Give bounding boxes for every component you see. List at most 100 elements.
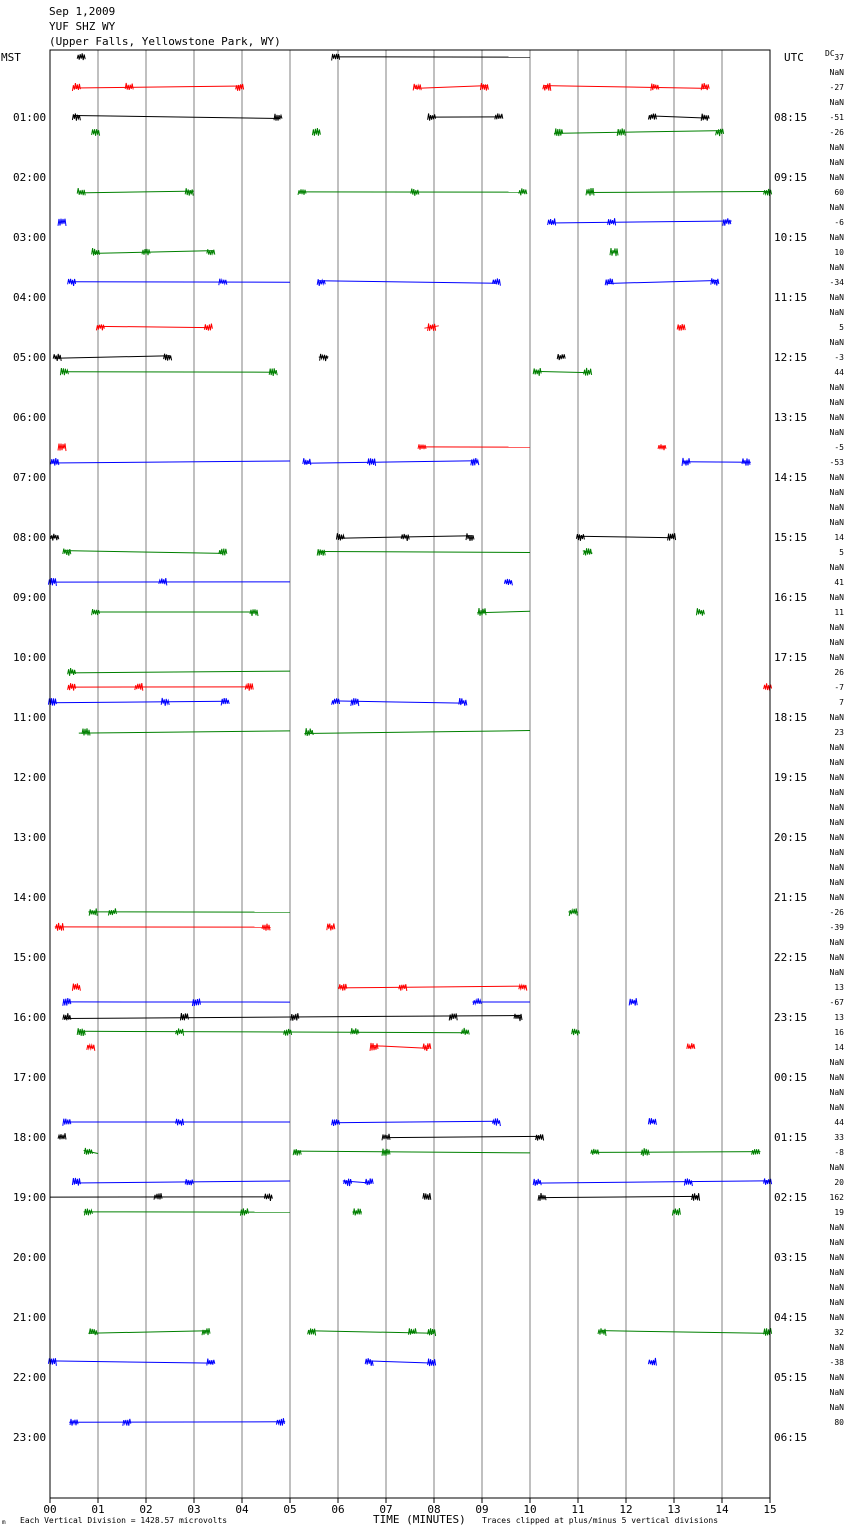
event-burst bbox=[88, 908, 98, 916]
trace-row bbox=[88, 908, 579, 916]
event-burst bbox=[316, 549, 326, 556]
dc-offset-value: NaN bbox=[830, 473, 845, 482]
right-time-ticks: 08:15 09:15 10:15 11:15 12:15 13:15 14:15 15:15… bbox=[774, 111, 807, 1444]
trace-segment bbox=[544, 85, 708, 89]
right-tick-label: 23:15 bbox=[774, 1011, 807, 1024]
dc-offset-value: 32 bbox=[834, 1328, 844, 1337]
dc-offset-value: NaN bbox=[830, 623, 845, 632]
dc-offset-column: 37 NaN -27 NaN -51 -26 NaN NaN NaN 60 NaN -6 NaN 10 Na… bbox=[830, 53, 845, 1427]
trace-row bbox=[76, 1027, 581, 1036]
clip-note: Traces clipped at plus/minus 5 vertical … bbox=[482, 1516, 718, 1525]
trace-segment bbox=[549, 220, 732, 224]
event-burst bbox=[57, 1133, 67, 1140]
dc-offset-value: -39 bbox=[830, 923, 845, 932]
event-burst bbox=[650, 83, 660, 91]
event-burst bbox=[427, 113, 437, 121]
event-burst bbox=[350, 1028, 360, 1035]
dc-offset-value: NaN bbox=[830, 98, 845, 107]
event-burst bbox=[71, 1177, 81, 1186]
event-burst bbox=[206, 249, 216, 256]
left-tick-label: 14:00 bbox=[13, 891, 46, 904]
trace-row bbox=[47, 578, 513, 586]
dc-offset-value: NaN bbox=[830, 68, 845, 77]
dc-offset-value: 33 bbox=[834, 1133, 844, 1142]
dc-offset-value: NaN bbox=[830, 593, 845, 602]
x-tick-label: 02 bbox=[139, 1503, 152, 1516]
trace-segment bbox=[333, 700, 463, 704]
dc-offset-value: NaN bbox=[830, 818, 845, 827]
event-burst bbox=[179, 1013, 189, 1021]
dc-offset-value: NaN bbox=[830, 1058, 845, 1067]
trace-segment bbox=[683, 461, 751, 463]
event-burst bbox=[122, 1418, 132, 1426]
event-burst bbox=[69, 1418, 79, 1426]
dc-offset-value: NaN bbox=[830, 1403, 845, 1412]
dc-offset-value: NaN bbox=[830, 518, 845, 527]
dc-offset-value: 44 bbox=[834, 1118, 844, 1127]
event-burst bbox=[59, 368, 69, 376]
left-tick-label: 19:00 bbox=[13, 1191, 46, 1204]
trace-row bbox=[57, 218, 732, 226]
event-burst bbox=[575, 533, 585, 541]
event-burst bbox=[158, 578, 168, 586]
dc-offset-value: 16 bbox=[834, 1028, 844, 1037]
left-tick-label: 05:00 bbox=[13, 351, 46, 364]
left-tick-label: 08:00 bbox=[13, 531, 46, 544]
trace-row bbox=[88, 1328, 773, 1337]
event-burst bbox=[50, 533, 60, 541]
dc-offset-value: 26 bbox=[834, 668, 844, 677]
event-burst bbox=[261, 923, 271, 931]
right-tick-label: 01:15 bbox=[774, 1131, 807, 1144]
event-burst bbox=[86, 1043, 96, 1051]
dc-offset-value: 10 bbox=[834, 248, 844, 257]
header-station: YUF SHZ WY bbox=[49, 20, 116, 33]
dc-offset-value: 7 bbox=[839, 698, 844, 707]
dc-offset-value: NaN bbox=[830, 1088, 845, 1097]
trace-row bbox=[71, 983, 528, 991]
trace-row bbox=[49, 533, 677, 541]
event-burst bbox=[57, 443, 67, 452]
left-tick-label: 10:00 bbox=[13, 651, 46, 664]
dc-offset-value: NaN bbox=[830, 233, 845, 242]
dc-offset-value: 41 bbox=[834, 578, 844, 587]
trace-row bbox=[78, 728, 531, 736]
event-burst bbox=[647, 1357, 657, 1366]
trace-segment bbox=[54, 355, 171, 359]
event-burst bbox=[239, 1208, 249, 1216]
trace-segment bbox=[592, 1151, 761, 1153]
dc-offset-value: 14 bbox=[834, 1043, 844, 1052]
event-burst bbox=[585, 188, 595, 196]
dc-offset-value: NaN bbox=[830, 563, 845, 572]
trace-row bbox=[91, 128, 725, 137]
left-tick-label: 09:00 bbox=[13, 591, 46, 604]
event-burst bbox=[583, 548, 593, 556]
event-burst bbox=[302, 458, 312, 466]
event-burst bbox=[412, 83, 422, 91]
event-burst bbox=[91, 129, 101, 136]
event-burst bbox=[304, 728, 314, 736]
event-burst bbox=[263, 1193, 273, 1201]
event-burst bbox=[319, 353, 329, 362]
event-burst bbox=[50, 458, 60, 466]
event-burst bbox=[76, 188, 86, 196]
event-burst bbox=[503, 578, 513, 586]
dc-offset-value: NaN bbox=[830, 173, 845, 182]
dc-offset-value: NaN bbox=[830, 1373, 845, 1382]
event-burst bbox=[607, 218, 617, 226]
dc-offset-value: NaN bbox=[830, 1268, 845, 1277]
trace-segment bbox=[385, 1135, 540, 1139]
trace-row bbox=[47, 1357, 657, 1367]
dc-offset-value: 5 bbox=[839, 323, 844, 332]
event-burst bbox=[316, 278, 326, 286]
trace-segment bbox=[78, 1030, 468, 1034]
trace-segment bbox=[309, 1330, 435, 1334]
event-burst bbox=[472, 998, 482, 1006]
dc-offset-value: NaN bbox=[830, 863, 845, 872]
dc-offset-value: 20 bbox=[834, 1178, 844, 1187]
event-burst bbox=[556, 354, 566, 361]
trace-row bbox=[59, 367, 593, 376]
right-axis-unit: UTC bbox=[784, 51, 804, 64]
event-burst bbox=[683, 1178, 693, 1187]
left-time-ticks: 01:00 02:00 03:00 04:00 05:00 06:00 07:00 08:00… bbox=[13, 111, 46, 1444]
dc-offset-value: NaN bbox=[830, 143, 845, 152]
